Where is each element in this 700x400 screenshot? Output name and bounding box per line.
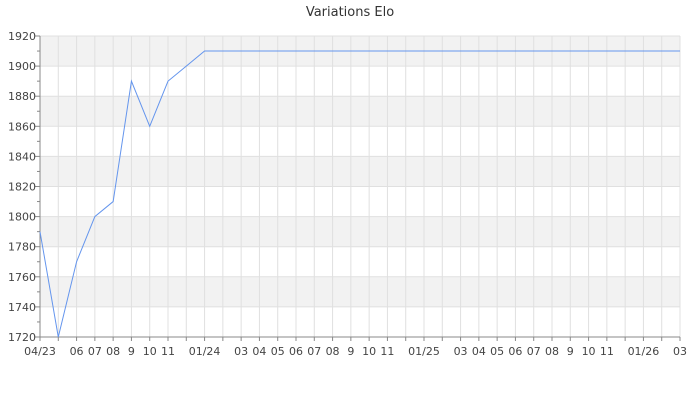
x-tick-label: 10 [143, 345, 157, 358]
y-tick-label: 1880 [8, 90, 36, 103]
x-tick-label: 9 [128, 345, 135, 358]
x-tick-label: 08 [545, 345, 559, 358]
x-tick-label: 01/24 [189, 345, 221, 358]
grid-band [40, 216, 680, 247]
x-tick-label: 11 [600, 345, 614, 358]
y-tick-label: 1740 [8, 301, 36, 314]
x-tick-label: 07 [88, 345, 102, 358]
x-tick-label: 01/25 [408, 345, 440, 358]
x-tick-label: 07 [307, 345, 321, 358]
y-tick-label: 1760 [8, 271, 36, 284]
x-tick-label: 10 [362, 345, 376, 358]
x-tick-label: 03 [673, 345, 687, 358]
grid-band [40, 156, 680, 187]
x-tick-label: 11 [161, 345, 175, 358]
x-tick-label: 03 [234, 345, 248, 358]
x-tick-label: 04/23 [24, 345, 56, 358]
x-tick-label: 06 [508, 345, 522, 358]
grid-band [40, 276, 680, 307]
x-tick-label: 01/26 [628, 345, 660, 358]
y-tick-label: 1820 [8, 181, 36, 194]
x-tick-label: 06 [289, 345, 303, 358]
x-tick-label: 08 [326, 345, 340, 358]
y-tick-label: 1900 [8, 60, 36, 73]
y-tick-label: 1860 [8, 120, 36, 133]
x-tick-label: 06 [70, 345, 84, 358]
y-tick-label: 1840 [8, 150, 36, 163]
x-tick-label: 04 [252, 345, 266, 358]
y-tick-label: 1720 [8, 331, 36, 344]
x-tick-label: 05 [490, 345, 504, 358]
chart-title: Variations Elo [305, 5, 395, 20]
x-tick-label: 9 [567, 345, 574, 358]
x-tick-label: 9 [347, 345, 354, 358]
y-tick-label: 1800 [8, 211, 36, 224]
y-tick-label: 1780 [8, 241, 36, 254]
x-tick-label: 07 [527, 345, 541, 358]
grid-band [40, 96, 680, 127]
x-tick-label: 03 [454, 345, 468, 358]
x-tick-label: 04 [472, 345, 486, 358]
x-tick-label: 11 [380, 345, 394, 358]
x-tick-label: 10 [582, 345, 596, 358]
x-tick-label: 08 [106, 345, 120, 358]
y-tick-label: 1920 [8, 30, 36, 43]
x-tick-label: 05 [271, 345, 285, 358]
